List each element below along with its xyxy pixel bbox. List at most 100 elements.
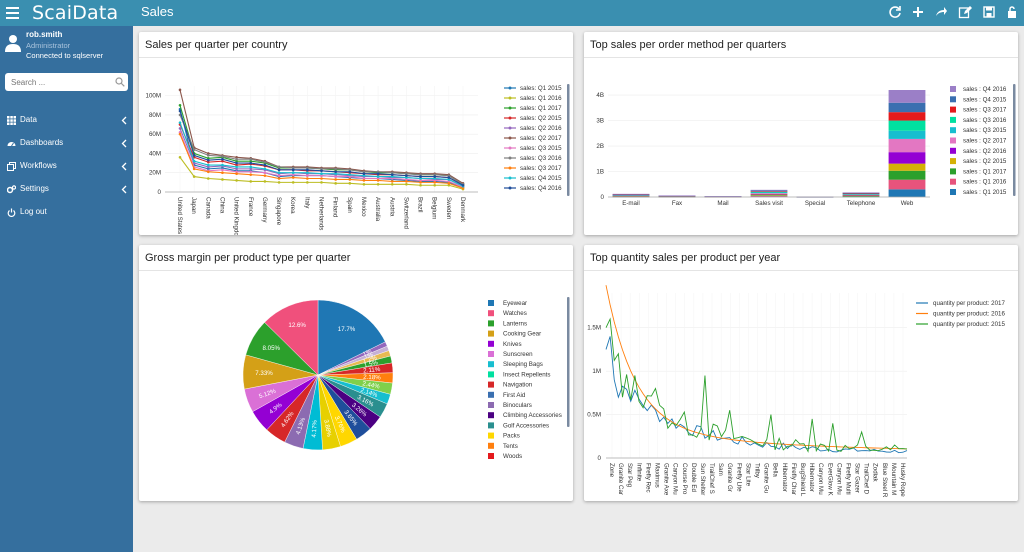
- bar-segment: [842, 193, 880, 195]
- legend-label: sales : Q3 2015: [963, 127, 1007, 134]
- legend-label: sales: Q2 2015: [520, 115, 562, 122]
- bar-segment: [750, 190, 788, 192]
- data-point: [433, 177, 437, 180]
- lock-icon[interactable]: [1005, 5, 1019, 19]
- data-point: [221, 166, 224, 170]
- data-point: [277, 181, 281, 184]
- x-tick-label: BugShield L: [799, 463, 806, 497]
- data-point: [178, 132, 182, 136]
- data-point: [207, 158, 210, 162]
- user-avatar-icon: [5, 35, 21, 52]
- legend-swatch: [488, 402, 494, 408]
- x-tick-label: Sam: [717, 463, 724, 476]
- legend-label: sales : Q1 2017: [963, 168, 1007, 175]
- data-point: [348, 168, 352, 172]
- data-point: [207, 170, 210, 174]
- legend-label: Knives: [503, 341, 522, 348]
- legend-label: sales: Q1 2016: [520, 95, 562, 102]
- legend-scrollbar: [567, 84, 570, 196]
- sidebar-item-settings[interactable]: Settings: [0, 180, 133, 200]
- data-point: [263, 171, 267, 175]
- user-name: rob.smith: [26, 30, 63, 39]
- x-tick-label: Hibernator: [808, 463, 815, 492]
- bar-segment: [612, 195, 650, 196]
- data-point: [192, 148, 196, 151]
- pie-label: 1.2%: [362, 354, 378, 365]
- plus-icon[interactable]: [911, 5, 925, 19]
- data-point: [249, 167, 253, 171]
- sidebar: rob.smith Administrator Connected to sql…: [0, 26, 133, 552]
- bar-segment: [842, 194, 880, 196]
- bar-segment: [750, 192, 788, 194]
- legend-swatch: [950, 158, 956, 165]
- legend-label: Sleeping Bags: [503, 361, 543, 368]
- legend-swatch: [488, 422, 494, 429]
- legend-label: Cooking Gear: [503, 331, 541, 338]
- legend-label: quantity per product: 2017: [933, 300, 1005, 307]
- sidebar-item-data[interactable]: Data: [0, 111, 133, 131]
- legend-label: sales : Q3 2017: [963, 107, 1007, 114]
- data-point: [221, 178, 224, 181]
- legend-label: sales: Q4 2015: [520, 175, 562, 182]
- legend-swatch: [950, 96, 956, 103]
- legend-marker: [508, 186, 512, 190]
- data-point: [433, 173, 437, 176]
- user-role: Administrator: [26, 41, 71, 50]
- x-tick-label: United States: [176, 197, 183, 234]
- x-tick-label: Fax: [672, 200, 683, 207]
- data-point: [447, 174, 451, 177]
- pie-label: 4.17%: [311, 419, 319, 437]
- x-tick-label: Granite Gr: [726, 463, 733, 492]
- power-icon: [7, 208, 16, 217]
- data-point: [419, 173, 422, 176]
- search-icon[interactable]: [115, 77, 125, 87]
- chevron-left-icon: [121, 185, 127, 194]
- legend-marker: [508, 156, 512, 160]
- legend-swatch: [950, 86, 956, 92]
- data-point: [362, 179, 366, 182]
- menu-icon[interactable]: [6, 7, 19, 19]
- data-point: [334, 175, 337, 178]
- y-tick-label: 100M: [146, 93, 161, 100]
- data-point: [249, 159, 253, 163]
- data-point: [235, 172, 238, 175]
- pie-label: 2.44%: [362, 380, 381, 390]
- settings-icon: [7, 185, 16, 194]
- data-point: [390, 180, 394, 183]
- refresh-icon[interactable]: [888, 5, 902, 19]
- data-point: [405, 180, 408, 183]
- data-point: [376, 170, 380, 174]
- data-point: [277, 171, 281, 175]
- share-icon[interactable]: [934, 5, 948, 19]
- x-tick-label: Canyon Mu: [835, 463, 842, 495]
- sidebar-item-workflows[interactable]: Workflows: [0, 157, 133, 177]
- data-point: [178, 103, 182, 107]
- legend-label: sales : Q3 2016: [963, 117, 1007, 124]
- bar-segment: [612, 194, 650, 195]
- legend-swatch: [950, 189, 956, 195]
- legend-marker: [508, 176, 512, 180]
- save-icon[interactable]: [982, 5, 996, 19]
- data-point: [306, 174, 309, 177]
- legend-swatch: [488, 432, 494, 439]
- sidebar-item-dashboards[interactable]: Dashboards: [0, 134, 133, 154]
- y-tick-label: 3B: [596, 118, 604, 125]
- x-tick-label: Austria: [388, 197, 395, 217]
- data-point: [178, 130, 182, 134]
- legend-swatch: [950, 106, 956, 113]
- bar-segment: [750, 195, 788, 197]
- sidebar-item-logout[interactable]: Log out: [0, 203, 133, 223]
- data-point: [376, 182, 380, 186]
- x-tick-label: Denmark: [459, 197, 466, 223]
- edit-icon[interactable]: [958, 5, 972, 19]
- pie-label: 8.05%: [263, 345, 281, 352]
- legend-label: Woods: [503, 453, 522, 460]
- data-point: [433, 181, 437, 184]
- data-point: [447, 178, 451, 181]
- bar-segment: [888, 170, 926, 180]
- search-input[interactable]: [5, 73, 128, 91]
- data-point: [390, 173, 394, 176]
- logo-area: ScaiData: [0, 0, 133, 26]
- bar-segment: [750, 194, 788, 196]
- x-tick-label: Canyon Mu: [817, 463, 824, 495]
